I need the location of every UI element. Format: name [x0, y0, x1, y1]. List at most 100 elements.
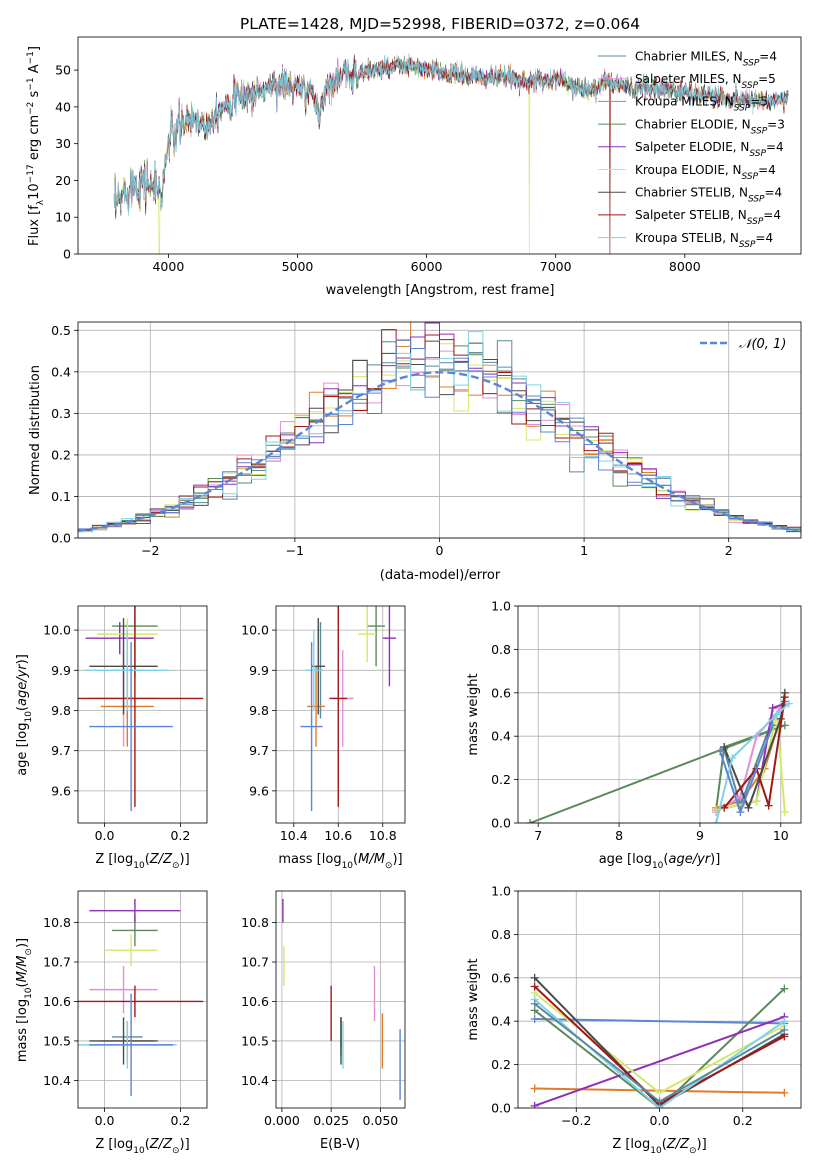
age_vs_Z-xlabel: Z [log10(Z/Z⊙)] [95, 852, 189, 871]
hist-ytick-label: 0.5 [51, 323, 71, 338]
hist-plot-area [78, 322, 801, 534]
legend-label-5-part: SSP [742, 172, 759, 182]
spectrum-ytick-label: 20 [55, 173, 71, 188]
legend-label-4-part: =4 [766, 140, 784, 154]
massweight_vs_age-ytick-label: 1.0 [491, 599, 511, 614]
figure-title: PLATE=1428, MJD=52998, FIBERID=0372, z=0… [240, 15, 640, 33]
age_vs_Z-ytick-label: 9.9 [51, 663, 71, 678]
age_vs_Z-ylabel-part: age [log [15, 723, 30, 776]
hist-legend-label: 𝒩(0, 1) [739, 337, 786, 352]
mass_vs_ebv-plot-area [282, 898, 401, 1101]
massweight_vs_Z-ytick-label: 0.8 [491, 927, 511, 942]
mass_vs_ebv-ytick-label: 10.4 [241, 1073, 269, 1088]
hist-ytick-label: 0.4 [51, 364, 71, 379]
legend-label-6-part: Chabrier STELIB, N [635, 186, 748, 200]
age_vs_Z-ytick-label: 9.8 [51, 703, 71, 718]
hist-ytick-label: 0.0 [51, 531, 71, 546]
mass_vs_Z-ylabel-part: ( [15, 982, 30, 987]
massweight_vs_age-xlabel-part: age/yr [668, 852, 711, 867]
legend-label-0: Chabrier MILES, NSSP=4 [635, 49, 777, 68]
legend-label-4-part: SSP [749, 149, 766, 159]
spectrum-ylabel-part: λ [36, 199, 46, 205]
massweight_vs_Z-ytick-label: 0.2 [491, 1057, 511, 1072]
massweight_vs_age-xtick-label: 7 [534, 828, 542, 843]
hist-ytick-label: 0.3 [51, 406, 71, 421]
age_vs_mass-xlabel-part: M/M [358, 852, 385, 867]
mass_vs_Z-ylabel: mass [log10(M/M⊙)] [15, 938, 34, 1062]
spectrum-ylabel-part: −2 [26, 102, 36, 115]
spectrum-series-8 [113, 53, 789, 215]
mass_vs_Z-xtick-label: 0.0 [95, 1113, 115, 1128]
mass_vs_Z-xlabel-part: )] [180, 1137, 190, 1152]
spectrum-ylabel: Flux [fλ10−17 erg cm−2 s−1 A−1] [26, 46, 46, 246]
age_vs_mass-plot-area [300, 606, 397, 811]
mass_vs_Z-ylabel-part: )] [15, 938, 30, 948]
spectrum-ytick-label: 40 [55, 99, 71, 114]
legend-label-1-part: =5 [758, 72, 776, 86]
mass_vs_Z-ylabel-part: mass [log [15, 999, 30, 1062]
spectrum-ylabel-part: −1 [26, 51, 36, 64]
massweight_vs_Z-xtick-label: 0.2 [733, 1113, 753, 1128]
mass_vs_ebv-xlabel: E(B-V) [320, 1137, 360, 1152]
age_vs_mass-xlabel: mass [log10(M/M⊙)] [278, 852, 402, 871]
legend-label-5-part: Kroupa ELODIE, N [635, 163, 742, 177]
legend-label-6-part: SSP [748, 195, 765, 205]
mass_vs_Z-ytick-label: 10.8 [43, 915, 71, 930]
mass_vs_Z-ytick-label: 10.6 [43, 994, 71, 1009]
massweight_vs_Z-ytick-label: 0.0 [491, 1101, 511, 1116]
legend-label-4-part: Salpeter ELODIE, N [635, 140, 749, 154]
age_vs_Z-plot-area [78, 606, 204, 811]
age_vs_mass-xtick-label: 10.6 [324, 828, 352, 843]
age_vs_mass-ytick-label: 9.6 [249, 783, 269, 798]
age_vs_mass-xlabel-part: ( [353, 852, 358, 867]
age_vs_mass-ytick-label: 9.7 [249, 743, 269, 758]
mass_vs_ebv-xtick-label: 0.000 [264, 1113, 300, 1128]
massweight_vs_Z-xlabel-part: ( [662, 1137, 667, 1152]
age_vs_mass-xlabel-part: )] [392, 852, 402, 867]
age_vs_Z-xlabel-part: Z [log [95, 852, 133, 867]
mass_vs_ebv-axes: 0.000 0.025 0.050 10.4 10.5 10.6 10.7 10.8 E(B-V… [241, 890, 406, 1152]
age_vs_mass-ytick-label: 9.9 [249, 663, 269, 678]
age_vs_mass-xtick-label: 10.4 [280, 828, 308, 843]
massweight_vs_Z-xlabel-part: Z/Z [666, 1137, 690, 1152]
mass_vs_Z-xlabel: Z [log10(Z/Z⊙)] [95, 1137, 189, 1156]
legend-label-3-part: SSP [751, 126, 768, 136]
hist-xtick-label: 1 [580, 543, 588, 558]
legend-label-0-part: SSP [743, 58, 760, 68]
massweight_vs_age-ytick-label: 0.0 [491, 816, 511, 831]
massweight_vs_Z-axes: −0.2 0.0 0.2 0.0 0.2 0.4 0.6 0.8 1.0 Z [log10(Z/Z… [466, 884, 802, 1156]
spectrum-ylabel-part: s [27, 90, 42, 101]
massweight_vs_age-xtick-label: 10 [773, 828, 789, 843]
spectrum-xtick-label: 5000 [282, 259, 314, 274]
legend-label-5-part: =4 [758, 163, 776, 177]
massweight_vs_Z-ytick-label: 0.6 [491, 970, 511, 985]
legend-label-2-part: =5 [750, 95, 768, 109]
legend-label-2-part: Kroupa MILES, N [635, 95, 734, 109]
hist-ytick-label: 0.1 [51, 489, 71, 504]
age_vs_mass-xlabel-part: ⊙ [385, 861, 393, 871]
massweight_vs_Z-plot-area [530, 973, 789, 1108]
spectrum-ylabel-part: Flux [f [27, 205, 42, 246]
massweight_vs_age-line-8 [715, 702, 790, 823]
massweight_vs_Z-line-3 [534, 1015, 785, 1107]
hist-ylabel: Normed distribution [28, 365, 43, 495]
mass_vs_ebv-xtick-label: 0.050 [362, 1113, 398, 1128]
legend-label-7: Salpeter STELIB, NSSP=4 [635, 208, 781, 227]
age_vs_mass-xlabel-part: mass [log [278, 852, 341, 867]
age_vs_Z-ytick-label: 9.6 [51, 783, 71, 798]
massweight_vs_Z-xtick-label: −0.2 [561, 1113, 591, 1128]
mass_vs_ebv-ytick-label: 10.6 [241, 994, 269, 1009]
age_vs_Z-ylabel: age [log10(age/yr)] [15, 654, 34, 776]
massweight_vs_age-ytick-label: 0.6 [491, 685, 511, 700]
massweight_vs_Z-xlabel-part: ⊙ [689, 1146, 697, 1156]
legend-label-2: Kroupa MILES, NSSP=5 [635, 95, 768, 114]
massweight_vs_age-ylabel: mass weight [466, 673, 481, 755]
legend-label-3-part: Chabrier ELODIE, N [635, 117, 751, 131]
legend-label-7-part: Salpeter STELIB, N [635, 208, 747, 222]
mass_vs_ebv-ytick-label: 10.8 [241, 915, 269, 930]
hist-xtick-label: −2 [141, 543, 159, 558]
spectrum-ylabel-part: 10 [27, 183, 42, 200]
